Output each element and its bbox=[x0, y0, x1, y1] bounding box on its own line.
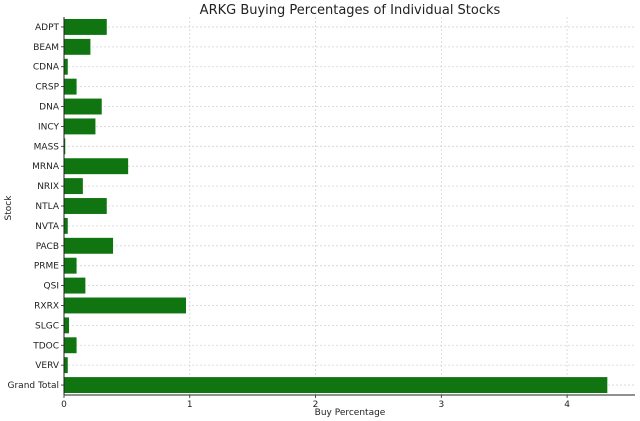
y-tick-label: PACB bbox=[36, 242, 59, 252]
bar-dna bbox=[64, 98, 102, 115]
bars bbox=[64, 18, 608, 394]
y-tick-label: QSI bbox=[44, 282, 59, 292]
bar-mrna bbox=[64, 158, 129, 175]
bar-nrix bbox=[64, 178, 83, 195]
bar-cdna bbox=[64, 58, 68, 75]
x-tick-label: 3 bbox=[438, 400, 444, 410]
y-tick-label: BEAM bbox=[33, 43, 59, 53]
y-tick-label: MASS bbox=[34, 142, 60, 152]
y-tick-label: NTLA bbox=[35, 202, 59, 212]
bar-pacb bbox=[64, 237, 114, 254]
y-tick-label: RXRX bbox=[34, 301, 59, 311]
bar-qsi bbox=[64, 277, 86, 294]
y-tick-label: NVTA bbox=[35, 222, 60, 232]
y-axis-label: Stock bbox=[4, 195, 14, 221]
bar-rxrx bbox=[64, 297, 186, 314]
y-tick-label: DNA bbox=[39, 103, 60, 113]
x-tick-labels: 0 1 2 3 4 bbox=[61, 395, 570, 410]
y-tick-label: CRSP bbox=[35, 83, 59, 93]
bar-mass bbox=[64, 138, 66, 155]
chart-title: ARKG Buying Percentages of Individual St… bbox=[200, 3, 501, 18]
y-tick-label: VERV bbox=[35, 361, 60, 371]
bar-grand-total bbox=[64, 377, 608, 394]
bar-adpt bbox=[64, 18, 107, 35]
bar-nvta bbox=[64, 217, 68, 234]
bar-crsp bbox=[64, 78, 77, 95]
y-tick-label: ADPT bbox=[35, 23, 60, 33]
x-axis-label: Buy Percentage bbox=[315, 408, 386, 418]
y-tick-label: CDNA bbox=[33, 63, 60, 73]
bar-beam bbox=[64, 38, 91, 55]
y-tick-label: INCY bbox=[38, 122, 60, 132]
x-tick-label: 4 bbox=[564, 400, 570, 410]
bar-incy bbox=[64, 118, 96, 135]
bar-ntla bbox=[64, 198, 107, 214]
x-tick-label: 2 bbox=[313, 400, 319, 410]
bar-slgc bbox=[64, 317, 70, 334]
bar-tdoc bbox=[64, 337, 77, 354]
y-tick-labels: ADPT BEAM CDNA CRSP DNA INCY MASS MRNA NRIX NTLA N… bbox=[8, 23, 64, 391]
y-tick-label: SLGC bbox=[35, 321, 59, 331]
y-tick-label: NRIX bbox=[37, 182, 59, 192]
bar-verv bbox=[64, 357, 68, 374]
x-tick-label: 1 bbox=[187, 400, 193, 410]
y-tick-label: TDOC bbox=[32, 341, 59, 351]
grid bbox=[63, 17, 635, 395]
y-tick-label: PRME bbox=[34, 262, 59, 272]
bar-prme bbox=[64, 257, 77, 274]
y-tick-label: Grand Total bbox=[8, 381, 60, 391]
y-tick-label: MRNA bbox=[32, 162, 60, 172]
x-tick-label: 0 bbox=[61, 400, 67, 410]
